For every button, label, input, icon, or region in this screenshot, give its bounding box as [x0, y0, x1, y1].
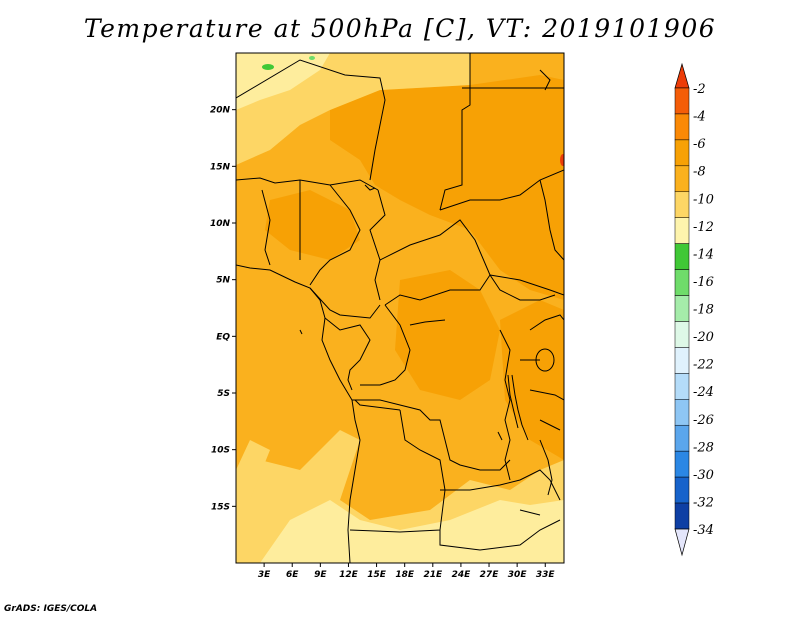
colorbar-segment — [674, 87, 690, 115]
lake-mweru — [497, 431, 503, 441]
lat-label: EQ — [216, 332, 230, 342]
longitude-axis: 3E 6E 9E 12E 15E 18E 21E 24E 27E 30E 33E — [258, 563, 556, 580]
lat-label: 5N — [216, 276, 230, 286]
lon-label: 6E — [286, 570, 299, 580]
colorbar-label: -16 — [693, 275, 714, 290]
congo-river — [409, 319, 446, 326]
colorbar-segment — [674, 295, 690, 322]
lake-chad — [364, 184, 376, 191]
colorbar-label: -28 — [693, 440, 714, 455]
colorbar-label: -32 — [693, 495, 714, 510]
border-uganda-kenya — [520, 314, 564, 361]
lon-label: 18E — [395, 570, 415, 580]
colorbar-segment — [674, 347, 690, 374]
lon-label: 24E — [452, 570, 472, 580]
border-namibia — [439, 519, 561, 551]
border-ethiopia — [539, 179, 564, 261]
colorbar: -2 -4 -6 -8 -10 -12 -14 -16 -18 -20 -22 -24 -26 -28 -3… — [674, 62, 714, 557]
colorbar-segment — [674, 424, 690, 452]
colorbar-label: -30 — [693, 468, 714, 483]
small-lake — [299, 329, 303, 335]
field-coolest-north — [236, 53, 330, 110]
colorbar-top-arrow — [674, 62, 690, 89]
lon-label: 21E — [423, 570, 443, 580]
lake-malawi — [539, 439, 553, 496]
coastline-west — [236, 264, 361, 563]
field-green-spot — [262, 64, 274, 70]
colorbar-label: -34 — [693, 523, 714, 538]
colorbar-label: -12 — [693, 220, 714, 235]
lon-label: 33E — [536, 570, 556, 580]
colorbar-label: -24 — [693, 385, 714, 400]
border-chad — [369, 189, 386, 301]
colorbar-label: -4 — [693, 110, 706, 125]
lake-kariba — [519, 509, 541, 516]
colorbar-segment — [674, 450, 690, 478]
lat-label: 10N — [210, 219, 231, 229]
lon-label: 30E — [508, 570, 528, 580]
field-red-spot — [560, 154, 564, 166]
border-south-sudan — [489, 274, 556, 301]
border-drc-east — [499, 329, 511, 481]
border-cameroon — [309, 287, 381, 319]
colorbar-label: -6 — [693, 137, 706, 152]
colorbar-label: -14 — [693, 247, 714, 262]
border-gabon-congo — [324, 317, 371, 391]
colorbar-bottom-arrow — [674, 528, 690, 557]
grads-credit: GrADS: IGES/COLA — [4, 604, 98, 614]
lon-label: 9E — [314, 570, 327, 580]
lon-label: 3E — [258, 570, 271, 580]
field-warm-central — [395, 270, 500, 400]
lon-label: 27E — [480, 570, 500, 580]
lat-label: 15N — [210, 162, 231, 172]
colorbar-segment — [674, 165, 690, 193]
lat-label: 15S — [211, 502, 230, 512]
field-cool-southwest — [236, 440, 270, 520]
colorbar-label: -26 — [693, 413, 714, 428]
map-title: Temperature at 500hPa [C], VT: 201910190… — [83, 14, 717, 43]
lake-tanganyika — [511, 374, 529, 441]
border-tanzania — [529, 389, 564, 431]
border-nigeria — [261, 180, 361, 286]
colorbar-label: -10 — [693, 192, 714, 207]
colorbar-segment — [674, 502, 690, 530]
lat-label: 10S — [211, 446, 230, 456]
colorbar-segment — [674, 476, 690, 504]
lon-label: 12E — [339, 570, 359, 580]
border-north — [236, 59, 386, 181]
colorbar-segment — [674, 269, 690, 296]
lake-tanganyika-2 — [507, 374, 519, 429]
latitude-axis: 20N 15N 10N 5N EQ 5S 10S 15S — [210, 106, 236, 512]
red-sea-coast — [539, 69, 551, 91]
colorbar-segment — [674, 373, 690, 400]
border-angola — [349, 399, 446, 533]
map-frame — [235, 52, 565, 564]
border-libya — [439, 53, 471, 211]
lat-label: 5S — [217, 389, 230, 399]
field-warm-west — [265, 190, 360, 260]
lat-label: 20N — [210, 106, 231, 116]
border-zambia — [440, 469, 561, 501]
field-green-spot-2 — [309, 56, 315, 60]
colorbar-label: -2 — [693, 82, 706, 97]
field-warm-east — [500, 300, 564, 460]
colorbar-segment — [674, 217, 690, 244]
lake-victoria — [535, 348, 555, 372]
lon-label: 15E — [367, 570, 387, 580]
colorbar-label: -8 — [693, 165, 706, 180]
colorbar-label: -18 — [693, 303, 714, 318]
colorbar-label: -22 — [693, 358, 714, 373]
colorbar-segment — [674, 113, 690, 141]
border-drc — [352, 304, 511, 471]
country-borders — [236, 53, 564, 563]
colorbar-segment — [674, 399, 690, 426]
colorbar-segment — [674, 191, 690, 218]
colorbar-segment — [674, 321, 690, 348]
colorbar-segment — [674, 139, 690, 167]
border-sudan — [439, 169, 564, 296]
colorbar-segment — [674, 243, 690, 270]
colorbar-label: -20 — [693, 330, 714, 345]
field-warm-north — [330, 75, 564, 300]
